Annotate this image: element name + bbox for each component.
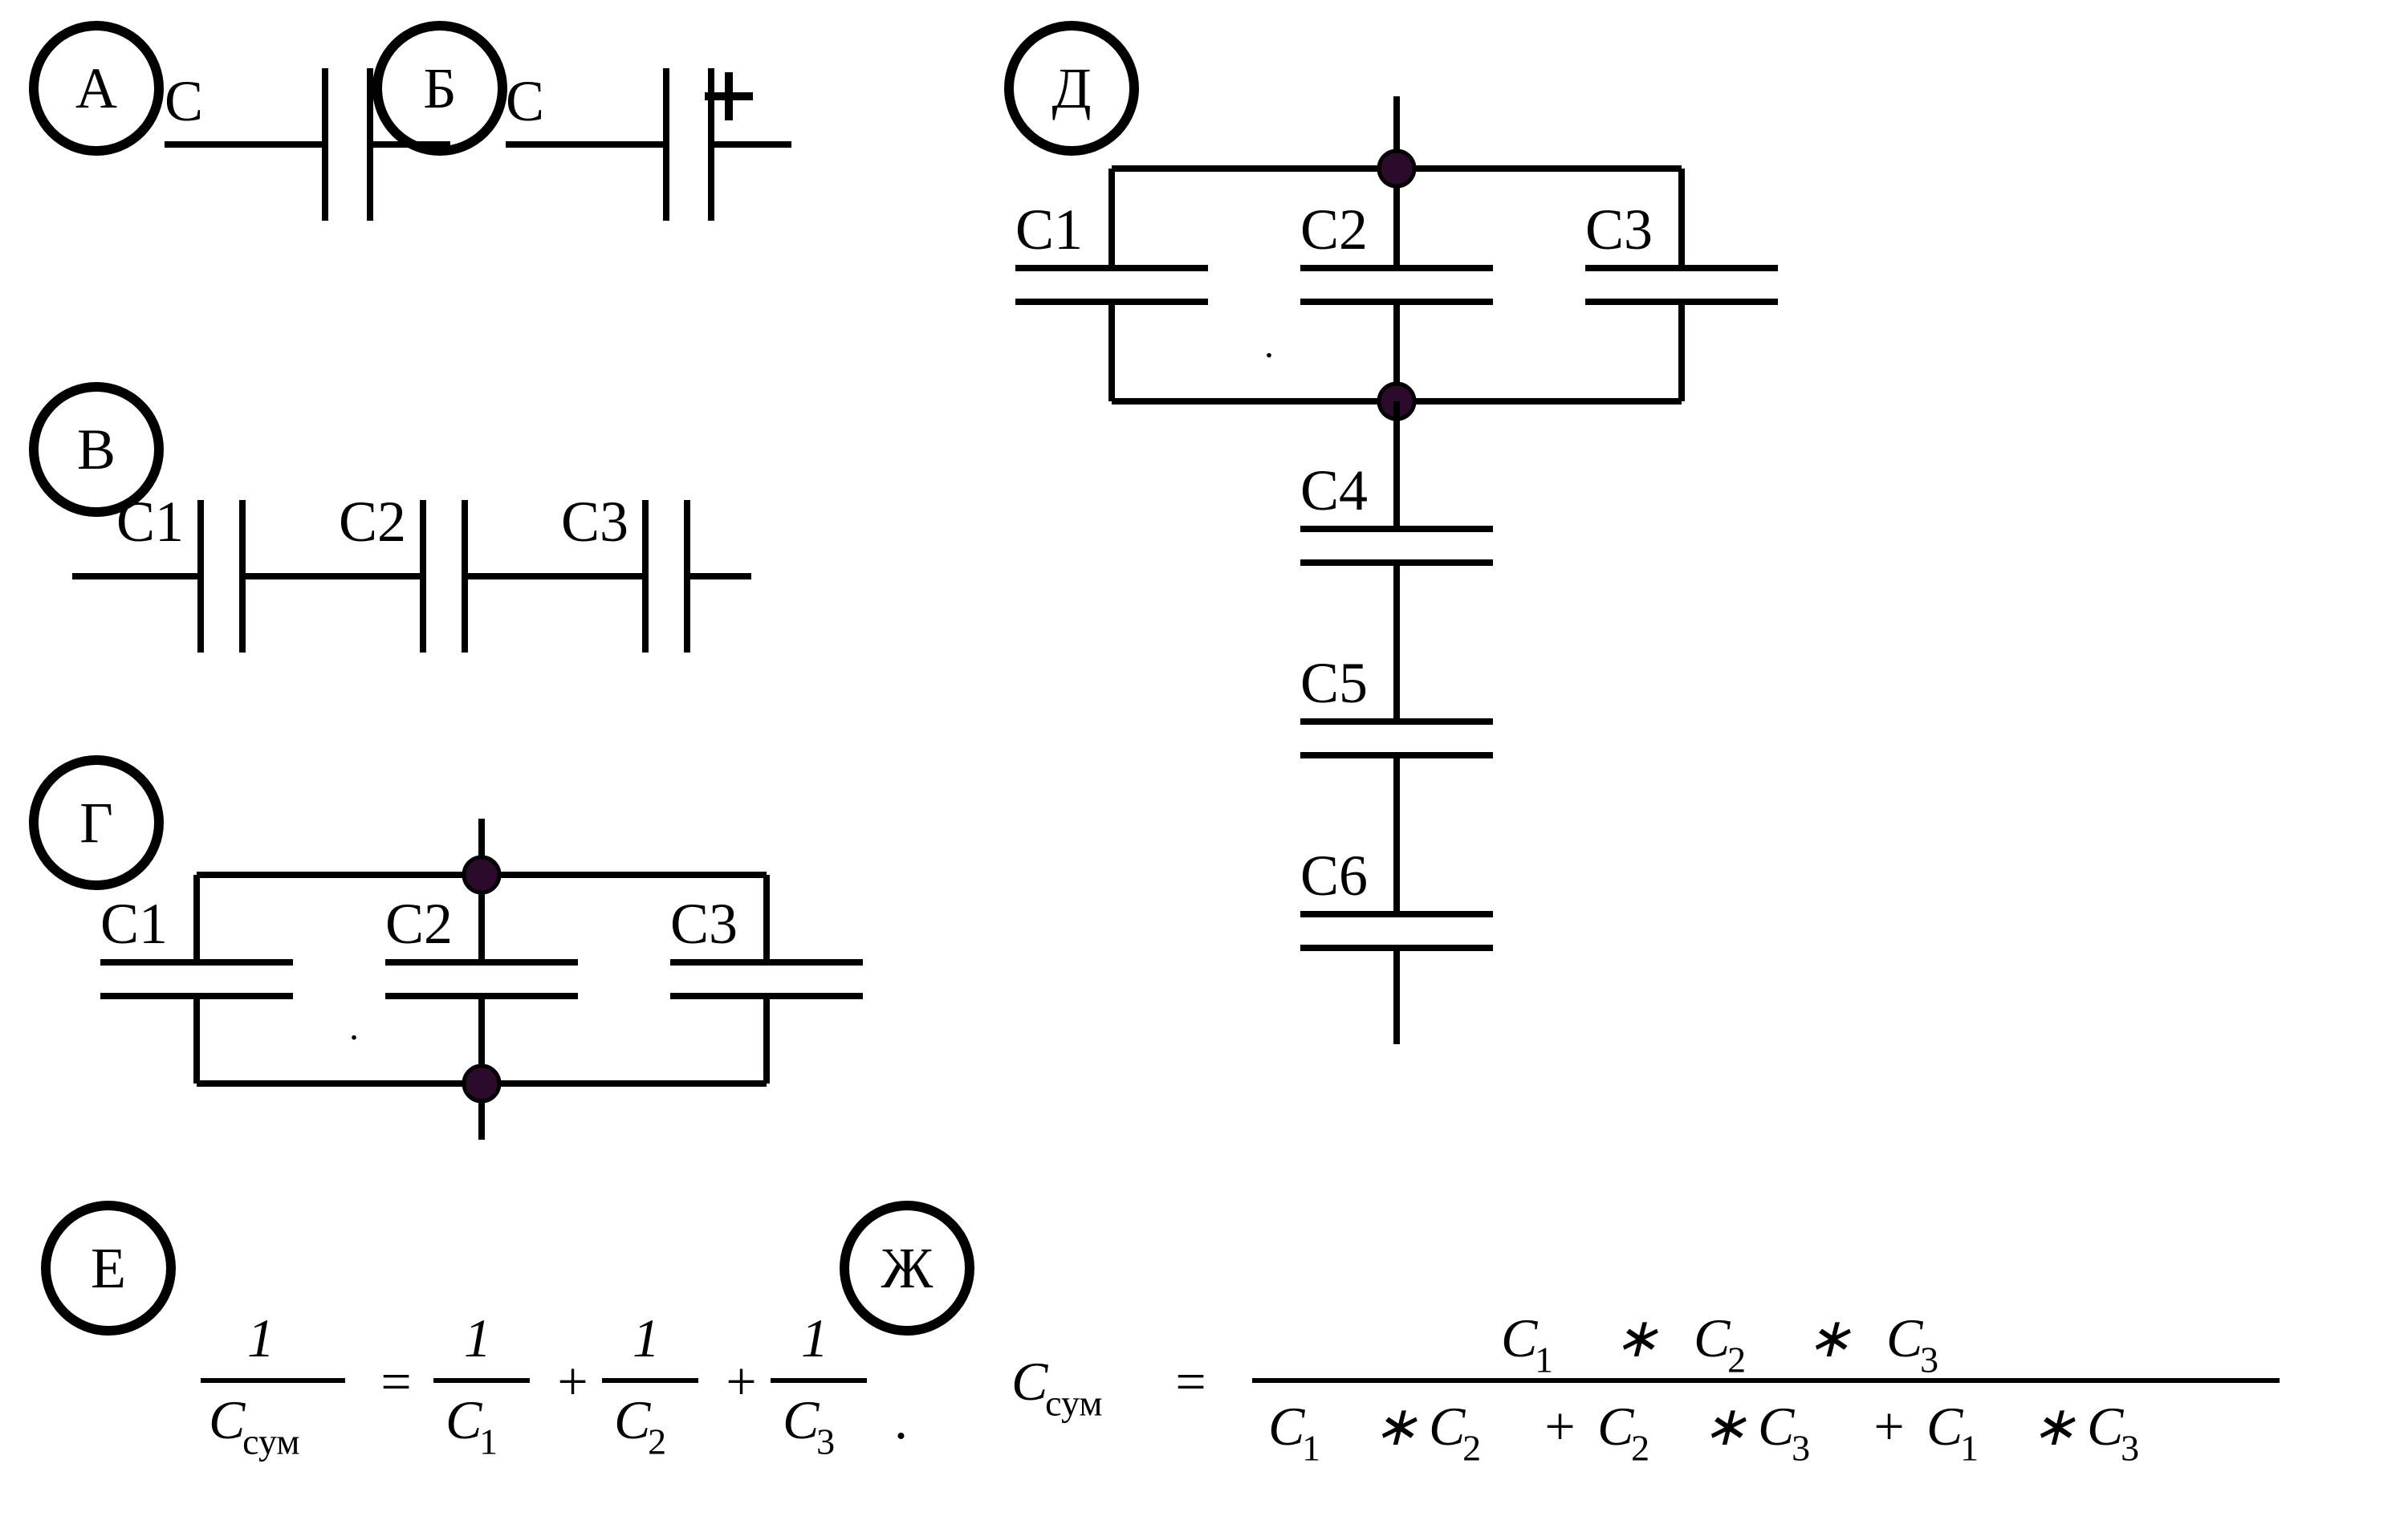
svg-text:C: C [614, 1389, 651, 1450]
figure-E-formula: 1Cсум=1C1+1C2+1C3. [201, 1307, 908, 1462]
figure-B: C [506, 68, 791, 221]
figure-D: C1 C2 C3. C4 C5 C6 [1015, 96, 1778, 1044]
svg-text:1: 1 [633, 1307, 660, 1368]
svg-text:.: . [894, 1389, 908, 1450]
svg-text:3: 3 [816, 1421, 835, 1462]
svg-text:C: C [2087, 1396, 2124, 1457]
svg-text:3: 3 [1920, 1339, 1938, 1380]
svg-text:∗: ∗ [1702, 1396, 1747, 1457]
svg-text:1: 1 [479, 1421, 498, 1462]
junction-node [464, 857, 499, 893]
cap-label: C1 [100, 892, 168, 956]
badge-A: А [34, 26, 159, 151]
svg-text:C: C [1011, 1351, 1048, 1412]
cap-label: C [165, 69, 203, 133]
svg-text:.: . [1264, 323, 1274, 366]
svg-text:3: 3 [1792, 1427, 1810, 1468]
svg-text:C: C [1501, 1307, 1538, 1368]
cap-label: C3 [670, 892, 738, 956]
cap-label: C2 [339, 490, 406, 554]
svg-text:C: C [1926, 1396, 1963, 1457]
equals-sign: = [377, 1351, 414, 1412]
svg-text:1: 1 [801, 1307, 828, 1368]
figure-Zh-formula: Cсум=C1∗C2∗C3C1∗C2+C2∗C3+C1∗C3 [1011, 1307, 2280, 1468]
badge-B: Б [377, 26, 502, 151]
svg-text:2: 2 [648, 1421, 666, 1462]
svg-text:C: C [1694, 1307, 1731, 1368]
badge-G-letter: Г [79, 791, 113, 855]
badge-V-letter: В [77, 417, 116, 482]
svg-text:+: + [722, 1351, 759, 1412]
svg-text:3: 3 [2121, 1427, 2139, 1468]
svg-text:C: C [1758, 1396, 1795, 1457]
svg-text:1: 1 [1535, 1339, 1553, 1380]
badge-D-letter: Д [1051, 56, 1091, 120]
svg-text:2: 2 [1462, 1427, 1481, 1468]
svg-text:∗: ∗ [1373, 1396, 1418, 1457]
svg-text:сум: сум [242, 1421, 299, 1462]
badge-A-letter: А [75, 56, 117, 120]
svg-text:+: + [554, 1351, 591, 1412]
svg-text:+: + [1870, 1396, 1907, 1457]
svg-text:.: . [349, 1006, 359, 1048]
svg-text:C: C [209, 1389, 246, 1450]
svg-text:C: C [1597, 1396, 1634, 1457]
cap-label: C2 [1300, 197, 1368, 262]
svg-text:1: 1 [1302, 1427, 1320, 1468]
svg-text:сум: сум [1045, 1382, 1102, 1423]
badge-E-letter: Е [91, 1236, 126, 1300]
cap-label: C1 [1015, 197, 1083, 262]
junction-node [464, 1066, 499, 1101]
equals-sign: = [1172, 1351, 1209, 1412]
badge-D: Д [1009, 26, 1134, 151]
junction-node [1379, 151, 1414, 186]
cap-label: C3 [1585, 197, 1653, 262]
badge-G: Г [34, 760, 159, 885]
svg-text:2: 2 [1727, 1339, 1746, 1380]
svg-text:C: C [783, 1389, 820, 1450]
svg-text:C: C [1886, 1307, 1923, 1368]
svg-text:∗: ∗ [1806, 1307, 1852, 1368]
svg-text:C: C [445, 1389, 482, 1450]
svg-text:1: 1 [464, 1307, 491, 1368]
svg-text:+: + [1541, 1396, 1578, 1457]
svg-text:1: 1 [1960, 1427, 1979, 1468]
cap-label: C3 [561, 490, 628, 554]
cap-label: C4 [1300, 458, 1368, 522]
badge-E: Е [46, 1206, 171, 1331]
cap-label: C6 [1300, 844, 1368, 908]
badge-Zh: Ж [844, 1206, 970, 1331]
cap-label: C [506, 69, 544, 133]
svg-text:∗: ∗ [1613, 1307, 1659, 1368]
badge-Zh-letter: Ж [881, 1236, 934, 1300]
svg-text:C: C [1268, 1396, 1305, 1457]
svg-text:2: 2 [1631, 1427, 1649, 1468]
figure-V: C1 C2 C3 [72, 490, 751, 653]
badge-B-letter: Б [423, 56, 456, 120]
cap-label: C5 [1300, 651, 1368, 715]
lhs-numerator: 1 [247, 1307, 275, 1368]
figure-G: C1 C2 C3. [100, 819, 863, 1140]
svg-text:C: C [1429, 1396, 1466, 1457]
cap-label: C2 [385, 892, 453, 956]
svg-text:∗: ∗ [2031, 1396, 2076, 1457]
cap-label: C1 [116, 490, 184, 554]
